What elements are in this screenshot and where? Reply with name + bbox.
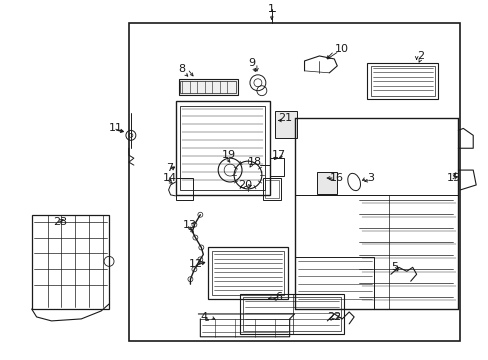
Text: 10: 10 bbox=[335, 44, 348, 54]
Text: 14: 14 bbox=[163, 173, 176, 183]
Text: 15: 15 bbox=[446, 173, 460, 183]
Text: 16: 16 bbox=[328, 173, 343, 183]
Text: 17: 17 bbox=[271, 150, 285, 160]
Bar bbox=[175, 178, 193, 200]
Bar bbox=[32, 215, 109, 309]
Bar bbox=[180, 105, 264, 190]
Bar bbox=[178, 79, 238, 95]
Text: 12: 12 bbox=[188, 259, 202, 269]
Bar bbox=[294, 257, 373, 309]
Text: 11: 11 bbox=[109, 123, 123, 134]
Text: 3: 3 bbox=[366, 173, 373, 183]
Text: 7: 7 bbox=[165, 163, 172, 173]
Text: 1: 1 bbox=[268, 4, 275, 14]
Bar bbox=[180, 81, 236, 93]
Text: 8: 8 bbox=[178, 64, 185, 74]
Bar bbox=[294, 195, 388, 309]
Bar bbox=[366, 63, 438, 99]
Text: 18: 18 bbox=[247, 157, 262, 167]
Bar bbox=[269, 158, 283, 176]
Bar bbox=[175, 100, 269, 195]
Bar bbox=[212, 251, 283, 295]
Text: 19: 19 bbox=[222, 150, 236, 160]
Text: 9: 9 bbox=[247, 58, 255, 68]
Bar bbox=[264, 180, 278, 198]
Text: 6: 6 bbox=[274, 292, 281, 302]
Bar bbox=[370, 66, 434, 96]
Bar bbox=[208, 247, 287, 299]
Bar bbox=[129, 23, 459, 341]
Text: 5: 5 bbox=[390, 262, 397, 272]
Bar bbox=[263, 178, 280, 200]
Text: 21: 21 bbox=[277, 113, 291, 123]
Bar bbox=[240, 294, 344, 334]
Bar bbox=[317, 172, 337, 194]
Text: 23: 23 bbox=[53, 217, 67, 227]
Bar bbox=[243, 297, 341, 331]
Bar bbox=[274, 111, 296, 138]
Text: 13: 13 bbox=[182, 220, 196, 230]
Text: 4: 4 bbox=[200, 312, 207, 322]
Text: 22: 22 bbox=[326, 312, 341, 322]
Text: 20: 20 bbox=[238, 180, 252, 190]
Text: 2: 2 bbox=[416, 51, 423, 61]
